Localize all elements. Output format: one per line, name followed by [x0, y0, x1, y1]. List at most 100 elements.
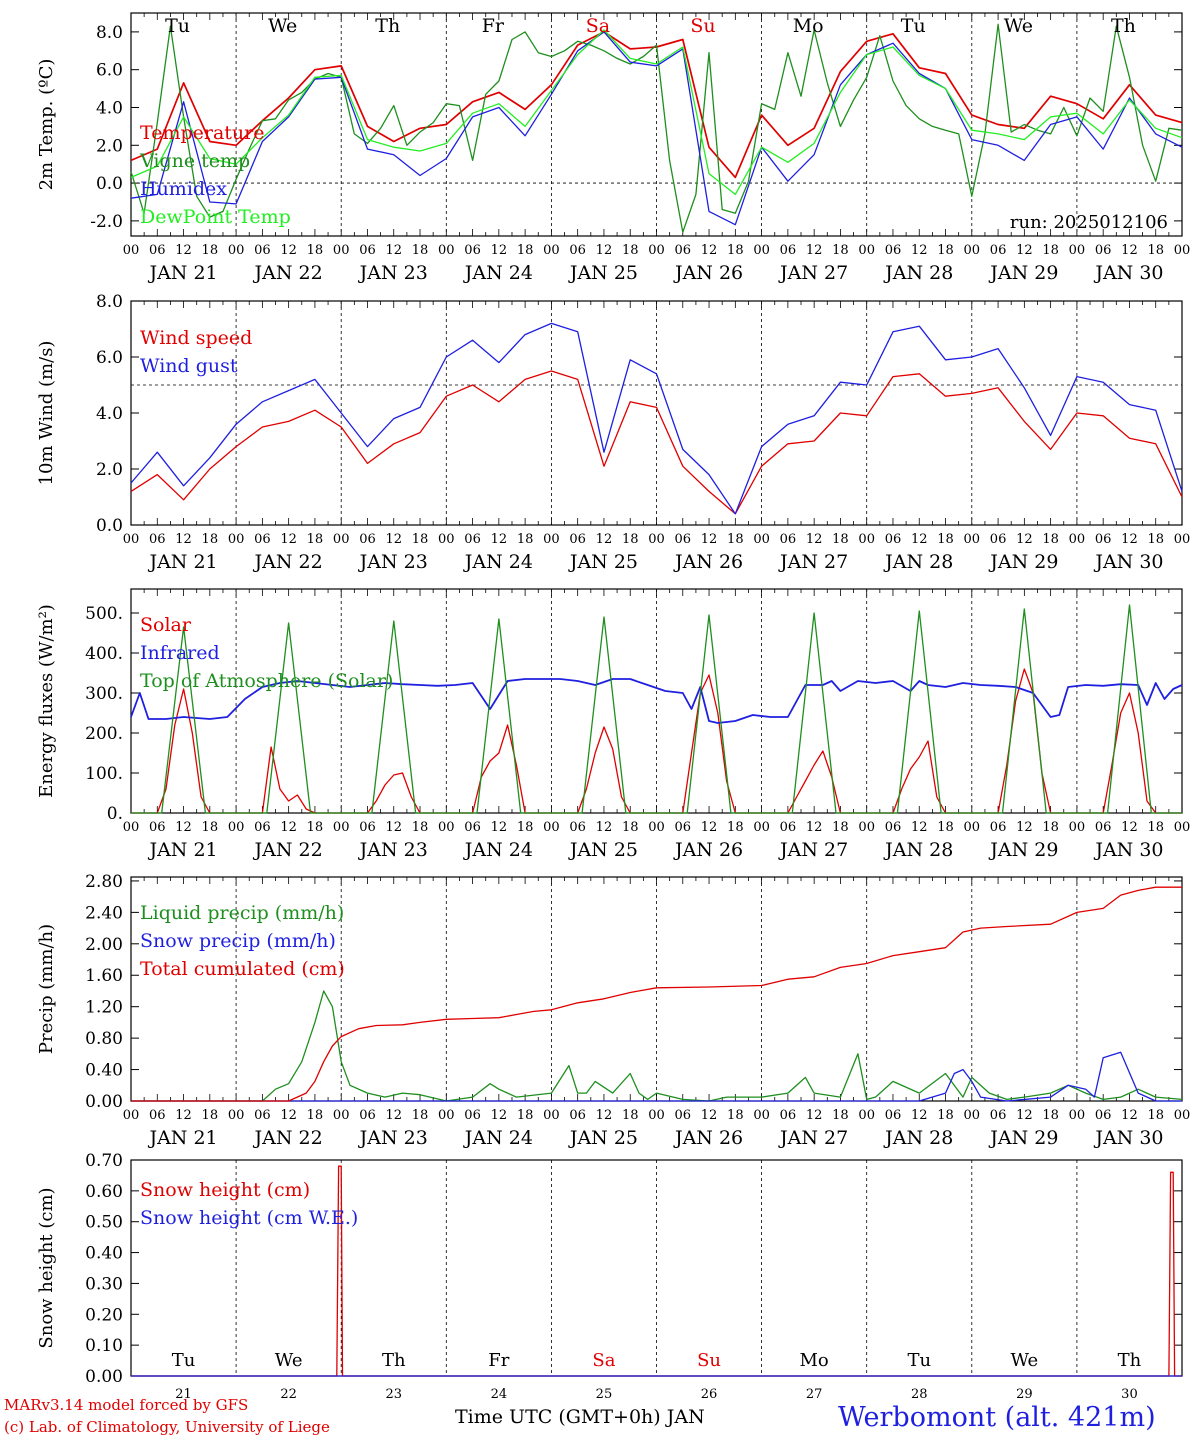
hour-label: 06	[359, 1108, 376, 1123]
hour-label: 12	[1121, 820, 1138, 835]
hour-label: 00	[228, 820, 245, 835]
date-label: JAN 28	[883, 551, 953, 573]
hour-label: 06	[1095, 820, 1112, 835]
hour-label: 00	[648, 820, 665, 835]
y-tick-label: 6.0	[96, 348, 123, 368]
meteogram-chart: -2.0 0.0 2.0 4.0 6.0 8.0 2m Temp. (ºC) 00 06 12 18…	[36, 12, 1191, 1400]
hour-label: 18	[307, 820, 324, 835]
hour-label: 06	[675, 243, 692, 258]
weekday-label: Sa	[592, 1350, 615, 1371]
hour-label: 00	[753, 820, 770, 835]
y-tick-label: 8.0	[96, 292, 123, 312]
legend-entry: Infrared	[140, 642, 220, 664]
y-tick-label: 2.0	[96, 460, 123, 480]
hour-label: 06	[1095, 532, 1112, 547]
y-tick-label: 0.40	[85, 1061, 123, 1081]
hour-label: 18	[1042, 532, 1059, 547]
station-label: Werbomont (alt. 421m)	[838, 1402, 1156, 1433]
legend-entry: Humidex	[140, 178, 227, 200]
weekday-label: Th	[1118, 1350, 1142, 1371]
y-axis-label: Energy fluxes (W/m²)	[36, 604, 57, 798]
legend-entry: Snow precip (mm/h)	[140, 930, 336, 952]
hour-label: 18	[517, 532, 534, 547]
date-label: JAN 24	[463, 839, 533, 861]
hour-label: 00	[648, 243, 665, 258]
date-label: JAN 27	[778, 839, 848, 861]
hour-label: 00	[543, 243, 560, 258]
hour-label: 18	[1042, 243, 1059, 258]
hour-label: 12	[911, 820, 928, 835]
legend-entry: Temperature	[140, 122, 264, 144]
date-label: JAN 27	[778, 551, 848, 573]
hour-label: 18	[1042, 1108, 1059, 1123]
hour-label: 00	[753, 1108, 770, 1123]
date-label: JAN 21	[147, 551, 217, 573]
hour-label: 00	[648, 1108, 665, 1123]
hour-label: 18	[517, 243, 534, 258]
hour-label: 12	[491, 243, 508, 258]
y-tick-label: 200.	[85, 724, 123, 744]
legend-entry: Top of Atmosphere (Solar)	[140, 670, 393, 692]
hour-label: 00	[228, 532, 245, 547]
plot-frame	[130, 300, 1183, 526]
hour-label: 00	[964, 243, 981, 258]
legend-entry: Solar	[140, 614, 192, 636]
hour-label: 06	[780, 532, 797, 547]
hour-label: 18	[412, 243, 429, 258]
date-label: JAN 22	[253, 839, 323, 861]
y-tick-label: 0.00	[85, 1092, 123, 1112]
hour-label: 12	[491, 1108, 508, 1123]
y-tick-label: 400.	[85, 644, 123, 664]
y-tick-label: 0.70	[85, 1151, 123, 1171]
hour-label: 06	[1095, 1108, 1112, 1123]
hour-label: 18	[202, 1108, 219, 1123]
hour-label: 00	[858, 243, 875, 258]
legend-entry: Liquid precip (mm/h)	[140, 902, 344, 924]
hour-label: 06	[149, 1108, 166, 1123]
y-axis-label: 10m Wind (m/s)	[36, 341, 57, 486]
hour-label: 00	[1069, 243, 1086, 258]
panel-5	[130, 1159, 1183, 1377]
hour-label: 12	[385, 820, 402, 835]
hour-label: 00	[123, 1108, 140, 1123]
hour-label: 00	[1174, 243, 1191, 258]
hour-label: 00	[123, 820, 140, 835]
date-label: JAN 22	[253, 262, 323, 284]
hour-label: 06	[885, 820, 902, 835]
hour-label: 00	[1174, 1108, 1191, 1123]
y-tick-label: 4.0	[96, 404, 123, 424]
hour-label: 12	[280, 243, 297, 258]
weekday-label: Th	[375, 15, 400, 37]
date-label: JAN 30	[1093, 839, 1163, 861]
y-tick-label: 500.	[85, 604, 123, 624]
hour-label: 12	[1016, 532, 1033, 547]
day-number: 30	[1121, 1387, 1138, 1400]
date-label: JAN 25	[568, 1127, 638, 1149]
day-number: 27	[806, 1387, 823, 1400]
hour-label: 06	[254, 243, 271, 258]
hour-label: 06	[149, 243, 166, 258]
y-tick-label: 0.0	[96, 174, 123, 194]
series-line-wind-speed	[130, 370, 1183, 515]
hour-label: 06	[149, 820, 166, 835]
hour-label: 00	[438, 1108, 455, 1123]
date-label: JAN 30	[1093, 262, 1163, 284]
hour-label: 06	[254, 820, 271, 835]
hour-label: 06	[1095, 243, 1112, 258]
date-label: JAN 22	[253, 551, 323, 573]
date-label: JAN 30	[1093, 1127, 1163, 1149]
weekday-label: Tu	[901, 15, 926, 37]
date-label: JAN 24	[463, 1127, 533, 1149]
hour-label: 18	[1042, 820, 1059, 835]
hour-label: 18	[1147, 820, 1164, 835]
hour-label: 00	[123, 243, 140, 258]
y-tick-label: 0.40	[85, 1244, 123, 1264]
hour-label: 18	[622, 532, 639, 547]
hour-label: 00	[648, 532, 665, 547]
y-tick-label: 0.80	[85, 1029, 123, 1049]
weekday-label: Tu	[172, 1350, 196, 1371]
legend-entry: DewPoint Temp	[140, 206, 291, 228]
hour-label: 12	[1016, 243, 1033, 258]
hour-label: 06	[675, 820, 692, 835]
hour-label: 12	[1016, 1108, 1033, 1123]
